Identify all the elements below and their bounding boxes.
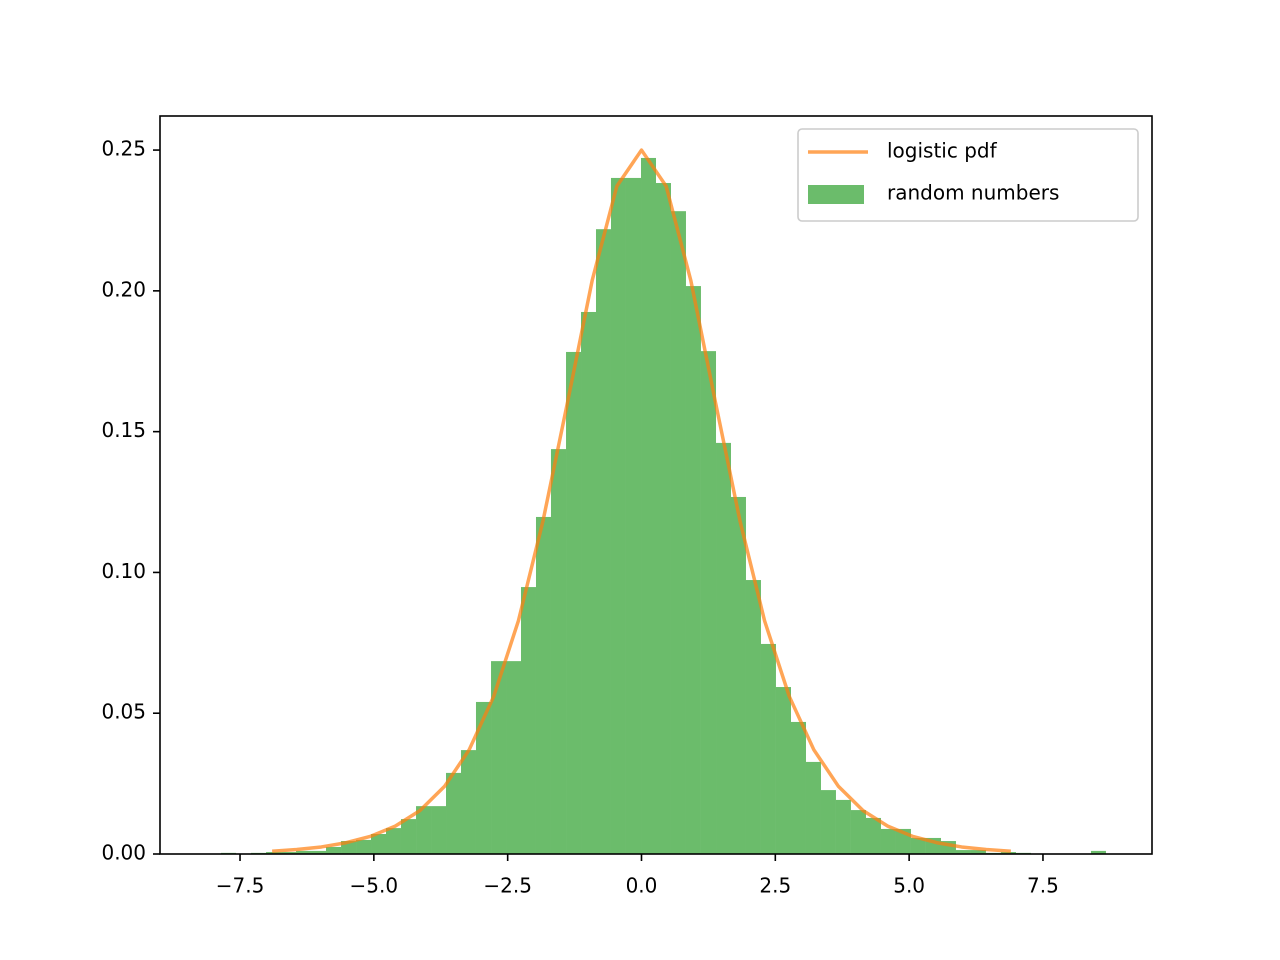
bar xyxy=(805,761,821,854)
bar xyxy=(850,810,866,854)
bar xyxy=(506,661,521,854)
bar xyxy=(535,516,551,854)
y-tick-label: 0.25 xyxy=(101,137,146,161)
bar xyxy=(670,211,686,854)
bar xyxy=(955,850,971,854)
bar xyxy=(520,587,536,854)
bar xyxy=(431,806,447,854)
bar xyxy=(416,806,432,854)
legend-swatch xyxy=(808,185,864,204)
bar xyxy=(566,351,582,854)
bar xyxy=(311,850,326,854)
bar xyxy=(281,852,297,854)
legend-label: random numbers xyxy=(887,181,1059,205)
x-tick-label: 5.0 xyxy=(893,874,925,898)
bar xyxy=(880,828,896,854)
bar xyxy=(595,229,611,855)
bar xyxy=(820,790,836,854)
bar xyxy=(550,449,567,854)
bar xyxy=(685,286,701,854)
y-tick-label: 0.15 xyxy=(101,418,146,442)
bar xyxy=(656,183,671,855)
bar xyxy=(400,819,417,854)
x-tick-label: 2.5 xyxy=(759,874,791,898)
legend-box xyxy=(797,128,1139,222)
bar xyxy=(865,817,881,854)
x-tick-label: 0.0 xyxy=(626,874,658,898)
bar xyxy=(791,721,806,854)
plot-frame xyxy=(159,115,1153,855)
bar xyxy=(910,837,926,854)
x-tick-label: −2.5 xyxy=(483,874,532,898)
bar xyxy=(1090,850,1106,854)
bar xyxy=(446,772,461,854)
y-tick-label: 0.05 xyxy=(101,700,146,724)
bar xyxy=(371,834,386,854)
bar xyxy=(325,846,342,854)
y-tick-label: 0.00 xyxy=(101,841,146,865)
bar xyxy=(700,351,717,854)
y-tick-label: 0.10 xyxy=(101,559,146,583)
bar xyxy=(716,442,731,854)
bar xyxy=(581,311,596,854)
bar xyxy=(760,643,776,854)
bar xyxy=(385,828,401,854)
bar xyxy=(356,839,372,854)
bar xyxy=(460,750,476,854)
bar xyxy=(1000,852,1016,854)
x-tick-label: −7.5 xyxy=(216,874,265,898)
bar xyxy=(296,850,312,854)
bar xyxy=(835,799,851,854)
bar xyxy=(266,852,282,854)
bar xyxy=(745,580,761,854)
y-tick-label: 0.20 xyxy=(101,277,146,301)
bar xyxy=(730,496,746,854)
legend-label: logistic pdf xyxy=(887,139,998,163)
bar xyxy=(625,177,642,855)
bar xyxy=(775,687,792,854)
bar xyxy=(475,701,492,854)
bar xyxy=(641,157,656,854)
bar xyxy=(610,177,626,855)
x-tick-label: 7.5 xyxy=(1027,874,1059,898)
x-tick-label: −5.0 xyxy=(350,874,399,898)
bar xyxy=(491,661,507,854)
bar xyxy=(970,850,986,854)
line xyxy=(272,148,1011,853)
